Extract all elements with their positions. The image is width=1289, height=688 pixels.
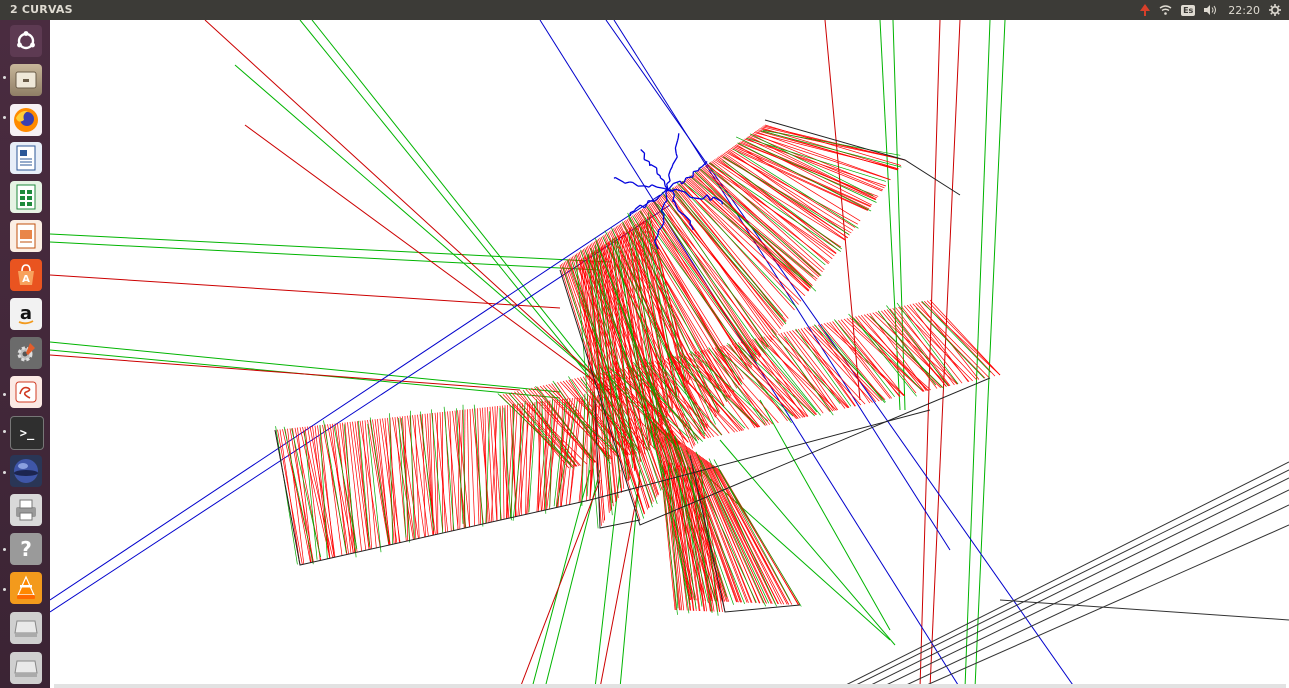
green-surface-mesh bbox=[275, 130, 991, 616]
horizontal-scrollbar[interactable] bbox=[54, 684, 1286, 688]
red-surface-mesh bbox=[274, 124, 1001, 613]
files-icon[interactable] bbox=[10, 64, 42, 96]
wifi-icon[interactable] bbox=[1159, 5, 1172, 15]
volume-icon[interactable] bbox=[1204, 5, 1219, 15]
construction-lines-blue bbox=[50, 20, 1076, 688]
sphere-app-icon[interactable] bbox=[10, 455, 42, 487]
panel-indicators: Es 22:20 bbox=[1140, 0, 1281, 20]
system-settings-icon[interactable] bbox=[10, 337, 42, 369]
3d-curves-scene bbox=[50, 20, 1289, 688]
vlc-icon[interactable] bbox=[10, 572, 42, 604]
drive-icon[interactable] bbox=[10, 612, 42, 644]
keyboard-layout-indicator[interactable]: Es bbox=[1181, 4, 1196, 16]
top-panel: 2 CURVAS Es 22:20 bbox=[0, 0, 1289, 20]
software-center-icon[interactable]: A bbox=[10, 259, 42, 291]
blue-star-curve bbox=[613, 133, 724, 250]
impress-icon[interactable] bbox=[10, 220, 42, 252]
calc-icon[interactable] bbox=[10, 181, 42, 213]
amazon-icon[interactable]: a bbox=[10, 298, 42, 330]
network-indicator-icon[interactable] bbox=[1140, 4, 1151, 16]
drive-icon-2[interactable] bbox=[10, 652, 42, 684]
window-title: 2 CURVAS bbox=[10, 3, 73, 16]
app-icon[interactable] bbox=[10, 376, 42, 408]
firefox-icon[interactable] bbox=[10, 104, 42, 136]
svg-text:A: A bbox=[22, 274, 30, 285]
launcher: A a >_ ? bbox=[0, 20, 50, 688]
svg-text:a: a bbox=[20, 303, 32, 324]
construction-lines-dark bbox=[839, 461, 1289, 688]
curve-outlines bbox=[274, 119, 991, 613]
printer-icon[interactable] bbox=[10, 494, 42, 526]
clock[interactable]: 22:20 bbox=[1228, 3, 1260, 17]
construction-lines-red bbox=[50, 20, 961, 688]
system-menu-gear-icon[interactable] bbox=[1269, 4, 1281, 16]
render-viewport[interactable] bbox=[50, 20, 1289, 688]
construction-lines-green bbox=[50, 20, 1006, 688]
writer-icon[interactable] bbox=[10, 142, 42, 174]
ubuntu-dash-icon[interactable] bbox=[10, 25, 42, 57]
help-icon[interactable]: ? bbox=[10, 533, 42, 565]
terminal-icon[interactable]: >_ bbox=[10, 416, 44, 450]
